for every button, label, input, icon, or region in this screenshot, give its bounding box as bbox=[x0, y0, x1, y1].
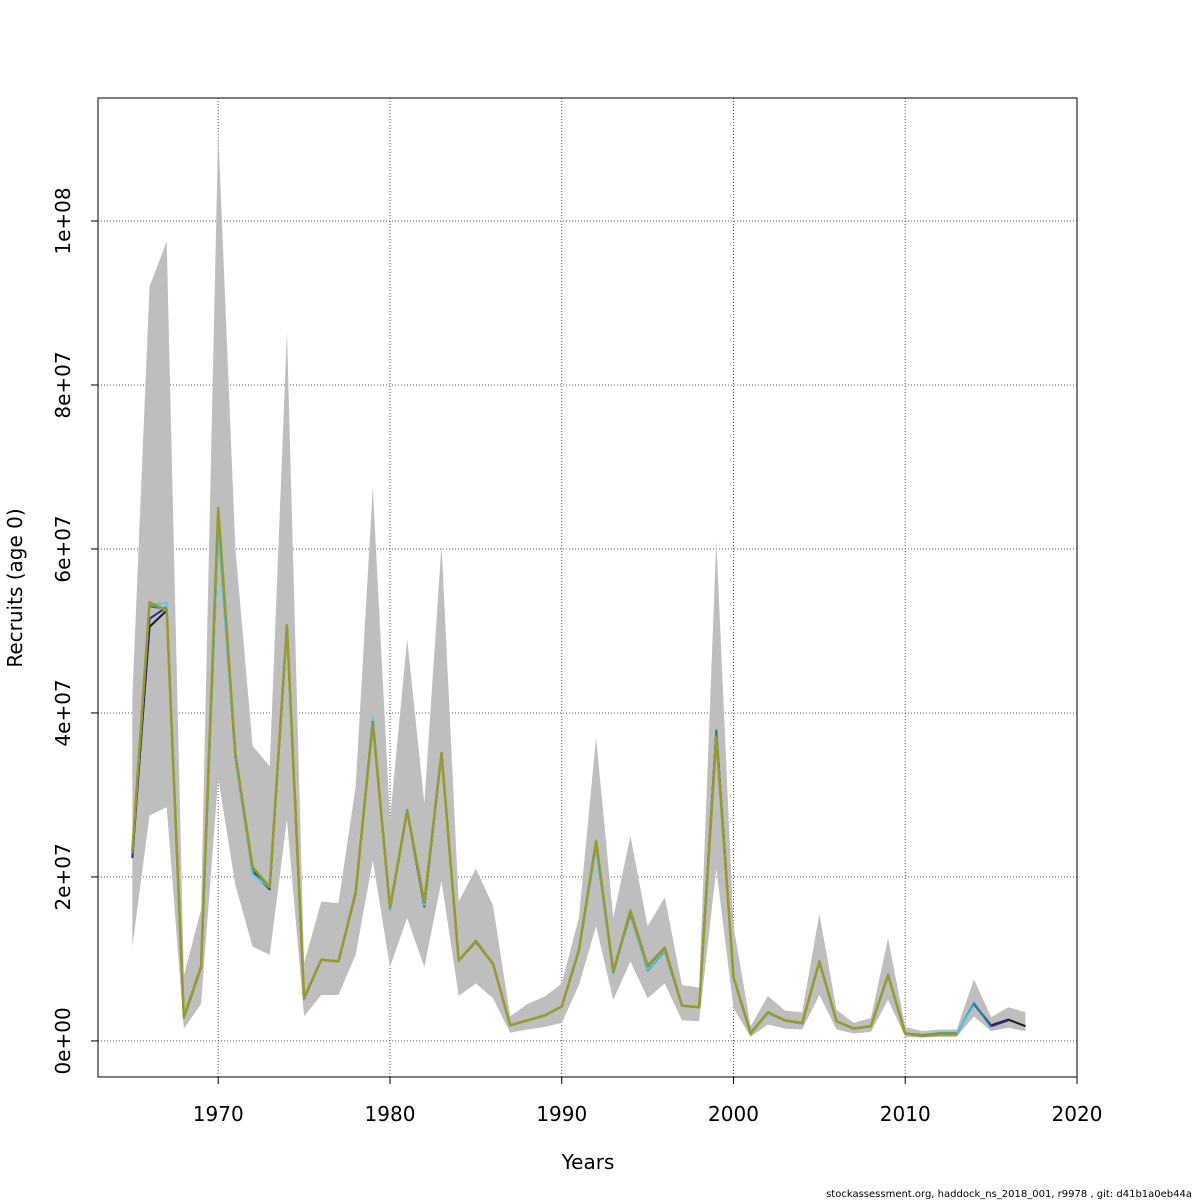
x-tick-label: 1980 bbox=[365, 1102, 416, 1126]
x-tick-label: 2020 bbox=[1052, 1102, 1103, 1126]
x-axis-title: Years bbox=[561, 1150, 615, 1174]
x-tick-label: 1990 bbox=[536, 1102, 587, 1126]
y-tick-label: 2e+07 bbox=[51, 843, 75, 910]
x-tick-label: 2010 bbox=[880, 1102, 931, 1126]
series-layer bbox=[131, 506, 1026, 1038]
x-tick-label: 2000 bbox=[708, 1102, 759, 1126]
y-tick-label: 4e+07 bbox=[51, 679, 75, 746]
x-tick-label: 1970 bbox=[193, 1102, 244, 1126]
y-tick-label: 0e+00 bbox=[51, 1007, 75, 1074]
y-tick-label: 1e+08 bbox=[51, 187, 75, 254]
confidence-band bbox=[132, 130, 1026, 1038]
x-axis: 1970 1980 1990 2000 2010 2020 bbox=[193, 1076, 1103, 1126]
confidence-band-layer bbox=[132, 130, 1026, 1038]
y-axis: 0e+00 2e+07 4e+07 6e+07 8e+07 1e+08 bbox=[51, 187, 99, 1075]
y-axis-title: Recruits (age 0) bbox=[3, 508, 27, 667]
y-tick-label: 6e+07 bbox=[51, 515, 75, 582]
series-line-6 bbox=[131, 506, 957, 1038]
footer-credit: stockassessment.org, haddock_ns_2018_001… bbox=[826, 1189, 1192, 1200]
y-tick-label: 8e+07 bbox=[51, 351, 75, 418]
